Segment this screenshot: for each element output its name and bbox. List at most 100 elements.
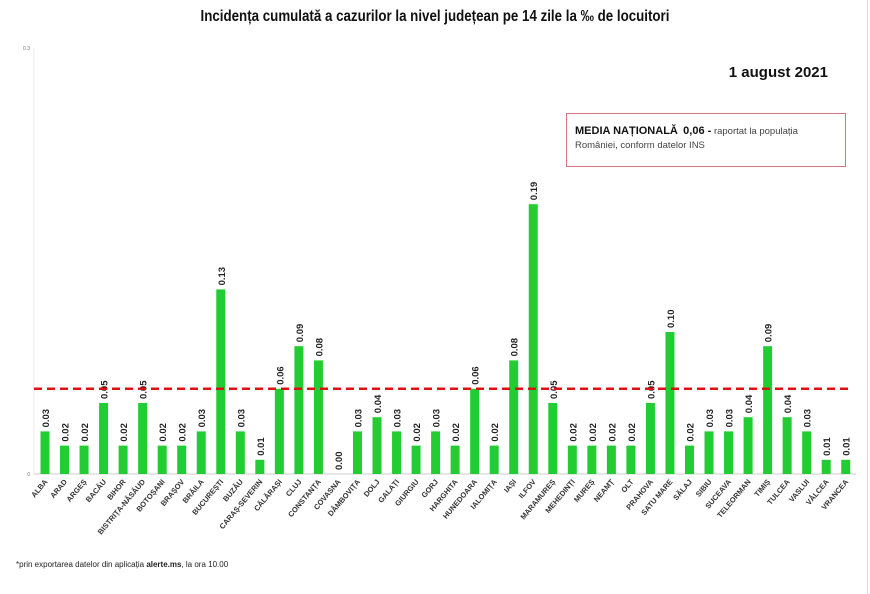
x-tick-label: SĂLAJ bbox=[671, 478, 694, 503]
data-label: 0.04 bbox=[783, 394, 794, 413]
bar bbox=[40, 431, 50, 474]
bar bbox=[138, 403, 148, 474]
data-label: 0.03 bbox=[353, 409, 364, 428]
data-label: 0.02 bbox=[588, 423, 599, 442]
bar bbox=[431, 431, 441, 474]
bar bbox=[606, 445, 616, 474]
frame-border bbox=[867, 0, 868, 594]
bar bbox=[392, 431, 402, 474]
bar bbox=[177, 445, 187, 474]
bar bbox=[665, 332, 675, 474]
footnote: *prin exportarea datelor din aplicația a… bbox=[16, 560, 228, 569]
data-label: 0.04 bbox=[744, 394, 755, 413]
bar bbox=[684, 445, 694, 474]
chart-date: 1 august 2021 bbox=[728, 64, 828, 81]
data-label: 0.02 bbox=[451, 423, 462, 442]
data-label: 0.02 bbox=[178, 423, 189, 442]
data-label: 0.02 bbox=[685, 423, 696, 442]
x-tick-label: IAȘI bbox=[502, 478, 518, 495]
data-label: 0.02 bbox=[412, 423, 423, 442]
bar bbox=[841, 459, 851, 474]
bar bbox=[255, 459, 265, 474]
bar bbox=[821, 459, 831, 474]
data-label: 0.02 bbox=[568, 423, 579, 442]
bar bbox=[274, 388, 284, 474]
data-label: 0.03 bbox=[393, 409, 404, 428]
bar bbox=[60, 445, 70, 474]
data-label: 0.04 bbox=[373, 394, 384, 413]
bar bbox=[645, 403, 655, 474]
bar bbox=[294, 346, 304, 474]
x-tick-label: MUREȘ bbox=[572, 478, 596, 505]
y-tick-label: 0 bbox=[27, 472, 30, 478]
data-label: 0.09 bbox=[295, 324, 306, 343]
bar bbox=[763, 346, 773, 474]
bar bbox=[528, 204, 538, 474]
data-label: 0.02 bbox=[607, 423, 618, 442]
national-average-legend: MEDIA NAȚIONALĂ 0,06 - raportat la popul… bbox=[566, 113, 846, 167]
bar bbox=[216, 289, 226, 474]
data-label: 0.02 bbox=[61, 423, 72, 442]
legend-value: 0,06 - bbox=[683, 125, 712, 137]
footnote-prefix: *prin exportarea datelor din aplicația bbox=[16, 560, 147, 569]
bar bbox=[626, 445, 636, 474]
bar bbox=[489, 445, 499, 474]
data-label: 0.09 bbox=[764, 324, 775, 343]
data-label: 0.03 bbox=[432, 409, 443, 428]
data-label: 0.03 bbox=[725, 409, 736, 428]
data-label: 0.03 bbox=[236, 409, 247, 427]
data-label: 0.01 bbox=[822, 437, 833, 456]
data-label: 0.01 bbox=[256, 437, 267, 456]
y-tick-label: 0.3 bbox=[23, 46, 30, 52]
data-label: 0.02 bbox=[490, 423, 501, 442]
bar bbox=[548, 403, 558, 474]
bar bbox=[470, 388, 480, 474]
data-label: 0.03 bbox=[41, 409, 52, 428]
data-label: 0.03 bbox=[803, 409, 814, 428]
chart-title: Incidența cumulată a cazurilor la nivel … bbox=[200, 8, 670, 25]
data-label: 0.03 bbox=[197, 409, 208, 428]
bar bbox=[724, 431, 734, 474]
data-label: 0.10 bbox=[666, 310, 677, 329]
bar bbox=[79, 445, 89, 474]
data-label: 0.08 bbox=[314, 338, 325, 357]
data-label: 0.02 bbox=[158, 423, 169, 442]
x-tick-label: BACĂU bbox=[84, 478, 108, 505]
bar bbox=[372, 417, 382, 474]
bar bbox=[118, 445, 128, 474]
data-label: 0.01 bbox=[842, 437, 853, 456]
footnote-suffix: , la ora 10.00 bbox=[181, 560, 229, 569]
data-label: 0.19 bbox=[529, 182, 540, 201]
bar bbox=[587, 445, 597, 474]
bar bbox=[411, 445, 421, 474]
bar bbox=[196, 431, 206, 474]
data-label: 0.00 bbox=[334, 452, 345, 471]
legend-note: raportat la populația României, conform … bbox=[575, 126, 798, 151]
bar bbox=[509, 360, 519, 474]
bar bbox=[704, 431, 714, 474]
bar bbox=[782, 417, 792, 474]
footnote-app: alerte.ms bbox=[146, 560, 182, 569]
bar bbox=[235, 431, 245, 474]
data-label: 0.03 bbox=[705, 409, 716, 428]
bar bbox=[743, 417, 753, 474]
data-label: 0.02 bbox=[119, 423, 130, 442]
bar bbox=[157, 445, 167, 474]
data-label: 0.06 bbox=[275, 366, 286, 385]
data-label: 0.02 bbox=[627, 423, 638, 442]
bar bbox=[99, 403, 109, 474]
data-label: 0.06 bbox=[471, 366, 482, 385]
data-label: 0.02 bbox=[80, 423, 91, 442]
data-label: 0.13 bbox=[217, 267, 228, 286]
x-tick-label: OLT bbox=[619, 477, 635, 494]
x-tick-label: ALBA bbox=[29, 477, 50, 499]
bar bbox=[313, 360, 323, 474]
bar bbox=[352, 431, 362, 474]
bar bbox=[450, 445, 460, 474]
data-label: 0.08 bbox=[510, 338, 521, 357]
bar bbox=[567, 445, 577, 474]
legend-label: MEDIA NAȚIONALĂ bbox=[575, 125, 678, 137]
x-tick-label: NEAMȚ bbox=[592, 477, 616, 504]
bar bbox=[802, 431, 812, 474]
